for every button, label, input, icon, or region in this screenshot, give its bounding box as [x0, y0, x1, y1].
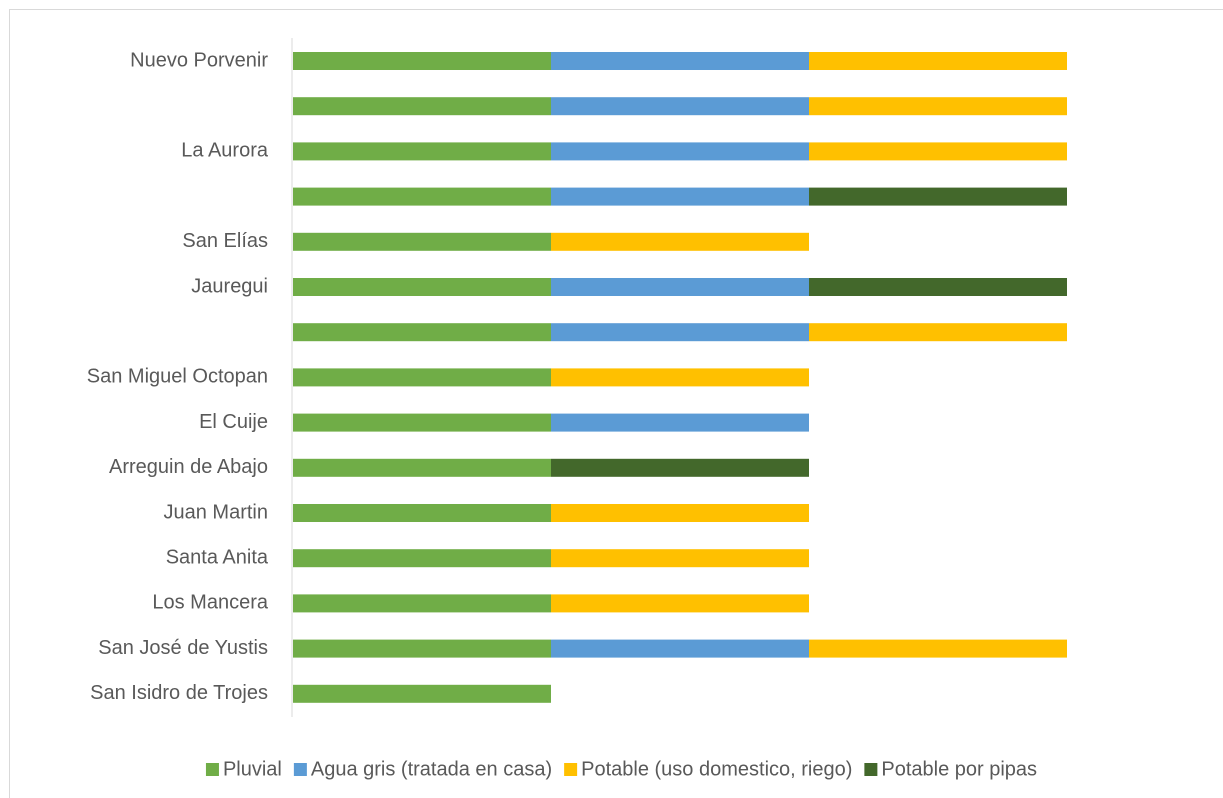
bar-segment [809, 142, 1067, 161]
legend-swatch [293, 763, 307, 776]
y-tick-label: Jauregui [191, 275, 268, 297]
bar-segment [293, 97, 551, 116]
y-tick-label: Nuevo Porvenir [130, 49, 268, 71]
y-tick-label: San Elías [182, 230, 268, 252]
bar-segment [293, 278, 551, 296]
chart-border [9, 9, 1223, 798]
y-tick-label: El Cuije [199, 411, 268, 433]
legend-swatch [564, 763, 578, 776]
bar-segment [293, 594, 551, 613]
bar-segment [293, 232, 551, 251]
legend-label: Potable (uso domestico, riego) [581, 758, 852, 780]
legend-swatch [864, 763, 878, 776]
bar-segment [551, 549, 809, 568]
bar-segment [551, 639, 809, 658]
y-tick-label: Juan Martin [164, 501, 269, 523]
legend-label: Potable por pipas [881, 758, 1037, 780]
y-tick-label: La Aurora [181, 140, 269, 162]
bar-segment [293, 684, 551, 703]
bar-segment [551, 187, 809, 206]
bar-segment [809, 278, 1067, 296]
bar-segment [293, 142, 551, 161]
bar-segment [293, 323, 551, 342]
bar-segment [293, 639, 551, 658]
bar-segment [551, 278, 809, 296]
bar-segment [551, 458, 809, 477]
y-tick-label: San Isidro de Trojes [90, 682, 268, 704]
bar-segment [551, 594, 809, 613]
bar-segment [551, 52, 809, 70]
bar-segment [293, 52, 551, 70]
bar-segment [293, 458, 551, 477]
bar-segment [551, 323, 809, 342]
bar-segment [551, 504, 809, 522]
bar-segment [551, 142, 809, 161]
bar-segment [551, 368, 809, 387]
bar-segment [551, 97, 809, 116]
bar-segment [293, 549, 551, 568]
bar-segment [293, 413, 551, 432]
bar-segment [551, 413, 809, 432]
bar-segment [293, 187, 551, 206]
bar-segment [551, 232, 809, 251]
y-tick-label: Arreguin de Abajo [109, 456, 268, 478]
bar-segment [809, 97, 1067, 116]
bar-segment [809, 52, 1067, 70]
legend-label: Agua gris (tratada en casa) [311, 758, 552, 780]
y-tick-label: San José de Yustis [98, 637, 268, 659]
bar-segment [809, 639, 1067, 658]
bar-segment [809, 323, 1067, 342]
legend-swatch [205, 763, 219, 776]
y-tick-label: Santa Anita [166, 546, 269, 568]
bar-segment [293, 368, 551, 387]
y-tick-label: Los Mancera [152, 592, 268, 614]
bar-segment [809, 187, 1067, 206]
y-tick-label: San Miguel Octopan [87, 366, 268, 388]
bar-segment [293, 504, 551, 522]
legend-label: Pluvial [223, 758, 282, 780]
